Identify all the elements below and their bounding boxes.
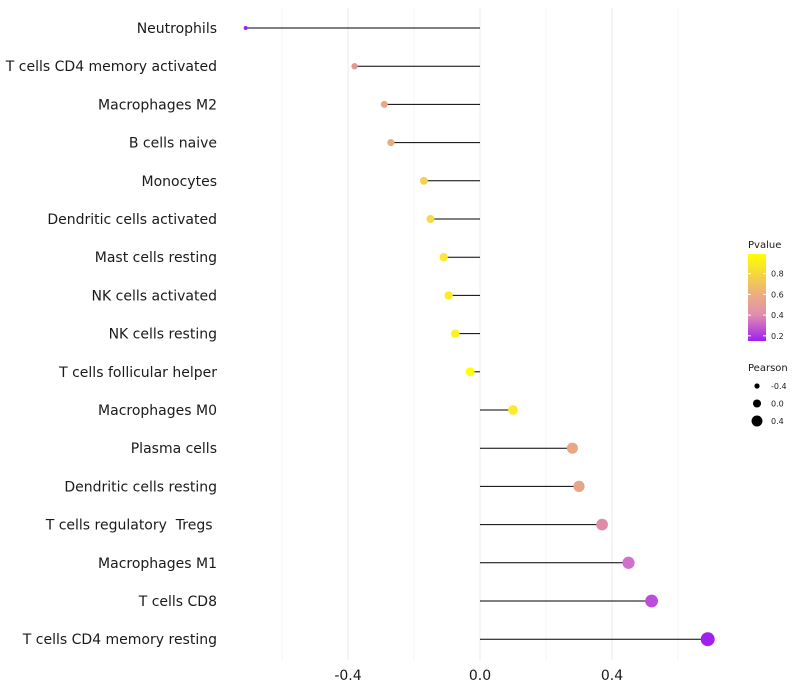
category-label: Neutrophils <box>137 21 217 37</box>
data-point <box>573 480 585 493</box>
data-point <box>243 26 248 30</box>
data-point <box>622 556 635 569</box>
data-point <box>465 367 475 377</box>
pvalue-colorbar <box>748 254 766 341</box>
data-point <box>508 405 518 415</box>
data-point <box>351 63 358 70</box>
category-label: T cells CD4 memory resting <box>22 632 217 648</box>
x-tick-label: -0.4 <box>334 668 361 684</box>
colorbar-tick-label: 0.2 <box>771 332 784 341</box>
colorbar-tick-label: 0.6 <box>771 290 784 299</box>
colorbar-tick-label: 0.8 <box>771 270 784 279</box>
colorbar-tick-label: 0.4 <box>771 311 784 320</box>
size-key-label: -0.4 <box>771 382 787 391</box>
x-axis-ticks: -0.4 0.0 0.4 <box>334 668 623 684</box>
size-key-dot <box>751 415 763 427</box>
data-point <box>596 518 608 531</box>
data-point <box>419 176 428 185</box>
category-label: T cells regulatory Tregs <box>45 518 217 534</box>
category-label: Dendritic cells resting <box>64 479 217 495</box>
category-label: T cells CD8 <box>138 594 217 610</box>
category-label: T cells follicular helper <box>58 365 217 381</box>
pearson-legend: Pearson -0.4 0.0 0.4 <box>748 363 788 427</box>
category-label: B cells naive <box>129 136 217 152</box>
pearson-legend-keys: -0.4 0.0 0.4 <box>751 382 787 427</box>
x-tick-label: 0.0 <box>469 668 491 684</box>
data-point <box>380 100 388 108</box>
data-point <box>439 253 448 262</box>
x-tick-label: 0.4 <box>601 668 623 684</box>
data-point <box>426 215 435 223</box>
data-point <box>700 632 715 647</box>
data-point <box>387 139 395 147</box>
category-label: Mast cells resting <box>95 250 217 266</box>
category-label: Monocytes <box>142 174 217 190</box>
category-label: T cells CD4 memory activated <box>5 59 217 75</box>
size-key-dot <box>754 383 760 389</box>
size-key-label: 0.0 <box>771 400 784 409</box>
category-label: NK cells resting <box>109 327 217 343</box>
size-key-dot <box>752 399 762 408</box>
category-label: Macrophages M0 <box>98 403 217 419</box>
lollipop-stems <box>245 27 708 640</box>
lollipop-points <box>243 26 715 647</box>
category-label: Macrophages M1 <box>98 556 217 572</box>
pvalue-legend-ticks: 0.8 0.6 0.4 0.2 <box>748 270 784 341</box>
category-label: Dendritic cells activated <box>47 212 217 228</box>
category-label: NK cells activated <box>92 288 217 304</box>
pearson-legend-title: Pearson <box>748 363 788 374</box>
category-labels: Neutrophils T cells CD4 memory activated M… <box>5 21 217 648</box>
size-key-label: 0.4 <box>771 417 784 426</box>
category-label: Plasma cells <box>131 441 217 457</box>
data-point <box>444 291 453 300</box>
pvalue-legend-title: Pvalue <box>748 240 781 251</box>
data-point <box>645 594 658 608</box>
pvalue-legend: Pvalue 0.8 0.6 0.4 0.2 <box>748 240 784 341</box>
grid-lines <box>281 8 679 660</box>
category-label: Macrophages M2 <box>98 97 217 113</box>
data-point <box>450 329 460 338</box>
data-point <box>566 442 578 454</box>
